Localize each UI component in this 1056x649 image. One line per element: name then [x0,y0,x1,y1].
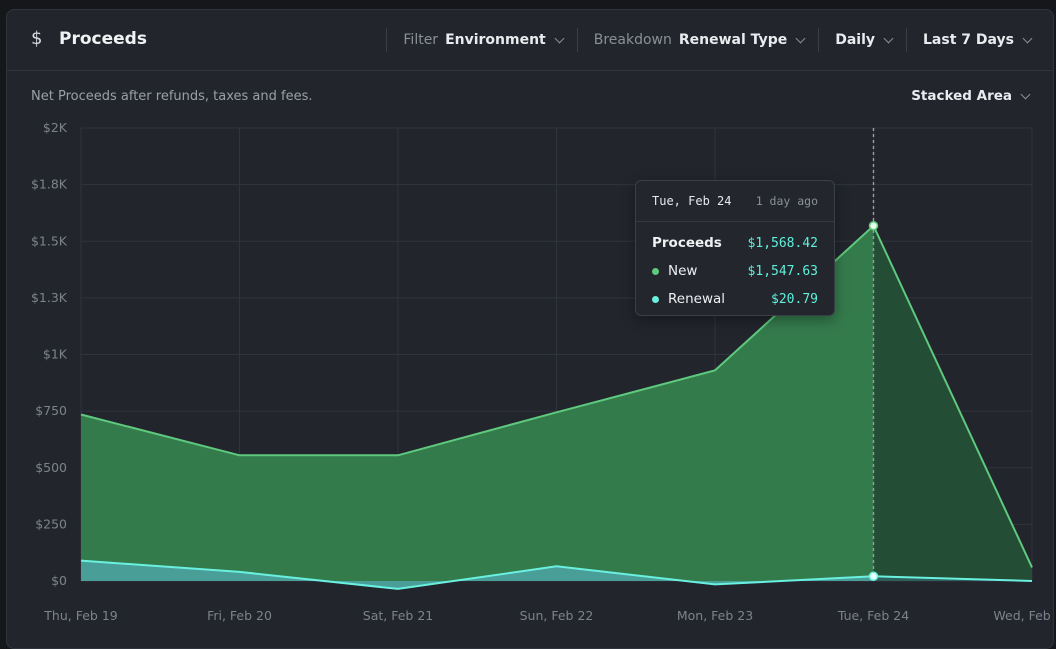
tooltip-new-value: $1,547.63 [747,263,818,279]
chart-type-dropdown[interactable]: Stacked Area [911,88,1031,104]
date-range-value: Last 7 Days [923,32,1014,48]
x-tick-label: Wed, Feb 25 [993,608,1054,623]
tooltip-row-proceeds: Proceeds $1,568.42 [652,233,818,253]
tooltip-proceeds-label: Proceeds [652,235,722,251]
x-tick-label: Tue, Feb 24 [837,608,909,623]
header-controls: Filter Environment Breakdown Renewal Typ… [386,10,1053,70]
proceeds-chart[interactable]: $0 $250 $500 $750 $1K $1.3K $1.5K $1.8K $2K Thu, … [7,10,1054,649]
y-tick-label: $250 [35,516,67,531]
y-tick-label: $1.3K [31,290,68,305]
tooltip-date: Tue, Feb 24 [652,194,732,208]
tooltip-header: Tue, Feb 24 1 day ago [636,181,834,222]
new-series-dot-icon [652,267,659,275]
tooltip-proceeds-value: $1,568.42 [747,235,818,251]
breakdown-value: Renewal Type [678,32,788,48]
filter-label: Filter [403,32,439,48]
y-tick-label: $1K [43,347,68,362]
breakdown-label: Breakdown [593,32,672,48]
filter-value: Environment [445,32,546,48]
tooltip-new-name: New [652,263,748,279]
y-tick-label: $750 [35,403,67,418]
x-tick-label: Mon, Feb 23 [677,608,753,623]
interval-dropdown[interactable]: Daily [818,28,906,52]
tooltip-renewal-name: Renewal [652,291,771,307]
dollar-icon: $ [31,28,43,49]
tooltip-renewal-label: Renewal [668,291,726,307]
proceeds-card: $ Proceeds Filter Environment Breakdown … [6,9,1054,649]
y-tick-label: $1.5K [31,233,68,248]
renewal-series-dot-icon [652,295,659,303]
card-header: $ Proceeds Filter Environment Breakdown … [7,10,1053,71]
x-tick-label: Fri, Feb 20 [207,608,272,623]
page-title: Proceeds [59,28,147,49]
x-tick-label: Thu, Feb 19 [43,608,117,623]
tooltip-renewal-value: $20.79 [771,291,818,307]
tooltip-new-label: New [668,263,698,279]
y-tick-label: $1.8K [31,177,68,192]
y-tick-label: $500 [35,460,67,475]
x-tick-label: Sat, Feb 21 [363,608,433,623]
chart-subtitle: Net Proceeds after refunds, taxes and fe… [31,89,313,104]
title-group: $ Proceeds [31,28,147,49]
new-series-area [81,225,874,589]
renewal-series-area [81,560,874,589]
chart-tooltip: Tue, Feb 24 1 day ago Proceeds $1,568.42… [635,180,835,316]
filter-dropdown[interactable]: Filter Environment [386,28,576,52]
chart-type-value: Stacked Area [911,88,1012,104]
interval-value: Daily [835,32,876,48]
breakdown-dropdown[interactable]: Breakdown Renewal Type [576,28,818,52]
tooltip-relative-time: 1 day ago [755,194,818,208]
y-tick-label: $0 [51,573,67,588]
tooltip-row-renewal: Renewal $20.79 [652,289,818,309]
new-series-highlight-point [868,221,879,231]
y-tick-label: $2K [43,120,68,135]
tooltip-row-new: New $1,547.63 [652,261,818,281]
x-tick-label: Sun, Feb 22 [520,608,594,623]
renewal-series-highlight-point [868,571,879,582]
date-range-dropdown[interactable]: Last 7 Days [906,28,1053,52]
new-series-area [873,225,1032,581]
